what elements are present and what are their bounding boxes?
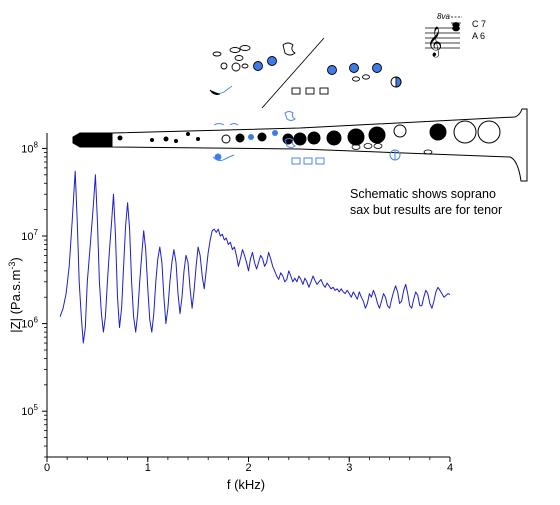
y-tick-label-exponent: 8 [34, 140, 39, 149]
key-outline [209, 89, 221, 95]
tone-hole [293, 132, 307, 146]
tone-hole [196, 137, 200, 141]
key-outline [234, 55, 244, 61]
tone-hole [235, 133, 245, 143]
tone-hole [307, 131, 321, 145]
body-side-keys [351, 143, 433, 155]
music-staff: 𝄞 8va C 7 A 6 [425, 12, 486, 58]
tone-hole [163, 136, 169, 142]
tone-hole [186, 132, 190, 136]
key-outline [213, 123, 239, 126]
key-filled [267, 56, 277, 66]
x-tick-label: 3 [346, 462, 352, 474]
key-outline [291, 87, 301, 95]
key-outline [241, 63, 249, 69]
y-axis-label-main: |Z| (Pa.s.m [8, 270, 23, 333]
key-outline [284, 111, 296, 121]
key-filled [372, 63, 382, 73]
x-axis-label: f (kHz) [227, 477, 265, 492]
sax-body [111, 108, 528, 182]
tone-hole [91, 137, 97, 143]
key-outline [291, 157, 301, 165]
tone-hole [347, 128, 365, 146]
key-outline [231, 62, 241, 72]
note-label-low: A 6 [472, 31, 485, 41]
key-outline [362, 74, 370, 80]
key-outline [373, 143, 383, 149]
y-tick-label-base: 10 [21, 406, 33, 418]
key-outline [220, 62, 228, 70]
y-tick-label: 106 [21, 316, 38, 331]
key-outline [351, 144, 361, 150]
annotation-line-1: Schematic shows soprano [350, 187, 496, 201]
tone-hole [477, 120, 501, 144]
x-tick-label: 0 [44, 462, 50, 474]
key-outline [315, 157, 325, 165]
key-outline [282, 42, 296, 56]
y-tick-label-exponent: 7 [34, 228, 39, 237]
y-tick-label-base: 10 [21, 319, 33, 331]
key-outline [214, 153, 222, 161]
key-outline [352, 76, 360, 82]
diagram-divider [261, 37, 325, 109]
key-outline [303, 157, 313, 165]
y-axis-label-close: ) [8, 257, 23, 261]
y-axis-label: |Z| (Pa.s.m-3) [7, 257, 23, 332]
y-tick-label-exponent: 5 [34, 403, 39, 412]
key-outline [212, 51, 222, 57]
tone-hole [429, 123, 447, 141]
x-tick-label: 2 [245, 462, 251, 474]
note-label-high: C 7 [472, 19, 486, 29]
lower-blue-keys [212, 111, 401, 165]
y-tick-label-exponent: 6 [34, 316, 39, 325]
key-filled [327, 65, 337, 75]
tone-hole [368, 126, 386, 144]
treble-clef-icon: 𝄞 [427, 26, 442, 58]
y-tick-label-base: 10 [21, 143, 33, 155]
main-tone-holes [221, 120, 501, 146]
y-tick-label: 108 [21, 140, 38, 155]
key-outline [305, 87, 315, 95]
key-diagram [209, 37, 402, 109]
key-outline [423, 149, 433, 155]
key-outline [319, 87, 329, 95]
impedance-series-line [59, 170, 451, 344]
tone-hole [453, 120, 477, 144]
y-tick-label-base: 10 [21, 231, 33, 243]
y-axis-label-exponent: -3 [7, 262, 17, 270]
annotation-line-2: sax but results are for tenor [350, 203, 502, 217]
y-axis-label-text: |Z| (Pa.s.m-3) [7, 257, 23, 332]
tone-hole [257, 132, 267, 142]
key-outline [229, 47, 241, 53]
key-filled [253, 61, 263, 71]
tone-hole [326, 130, 342, 146]
x-tick-label: 4 [447, 462, 453, 474]
key-outline [363, 143, 373, 149]
saxophone-schematic [72, 108, 528, 182]
y-tick-label: 107 [21, 228, 38, 243]
key-outline [239, 45, 251, 51]
tone-hole [117, 135, 123, 141]
tone-hole [221, 134, 231, 144]
upper-small-keys [91, 132, 200, 143]
tone-hole [393, 124, 407, 138]
note-head [452, 25, 460, 32]
key-filled [349, 63, 359, 73]
x-tick-label: 1 [145, 462, 151, 474]
tone-hole [272, 130, 278, 136]
tone-hole [248, 134, 254, 140]
key-half [395, 76, 402, 88]
y-tick-label: 105 [21, 403, 38, 418]
tone-hole [99, 138, 103, 142]
ottava-mark: 8va [437, 12, 450, 21]
tone-hole [174, 139, 178, 143]
tone-hole [150, 138, 154, 142]
key-outline [284, 138, 296, 148]
plot-area [59, 170, 451, 344]
